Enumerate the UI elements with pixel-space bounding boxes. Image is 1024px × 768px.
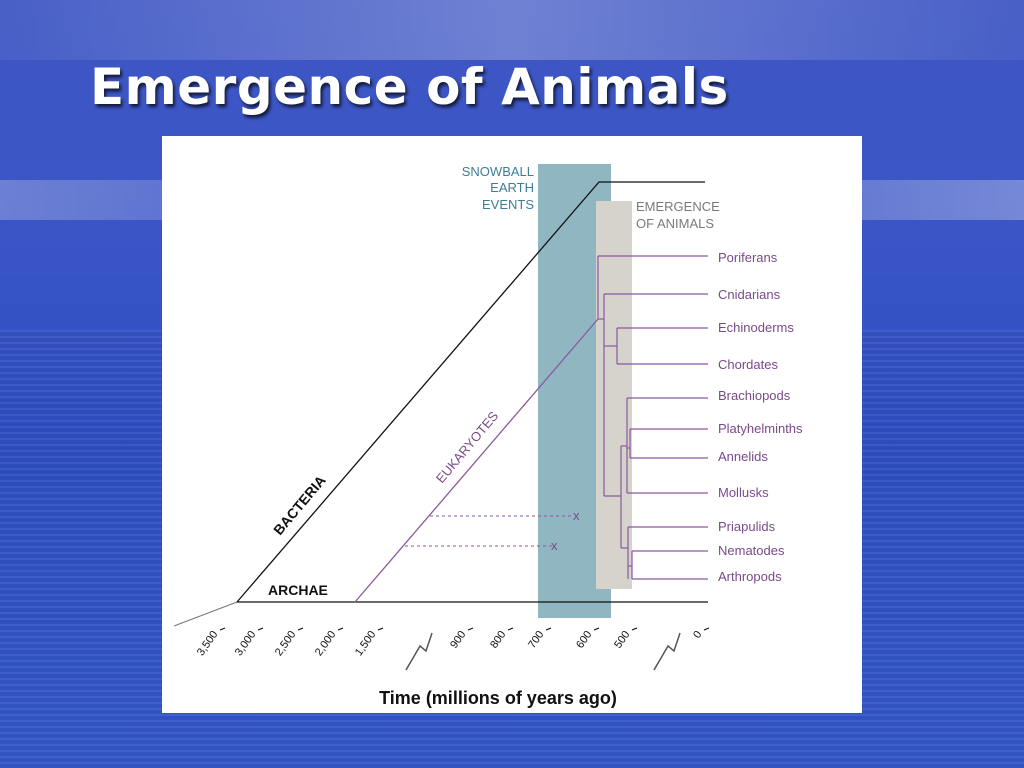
animal-label-cnidarians: Cnidarians [718,287,781,302]
emergence-band [596,201,632,589]
time-tick-label: 1,500 [353,629,379,658]
bacteria-line [236,181,705,603]
time-tick: 1,500 [353,627,384,658]
axis-break-icon [405,632,433,671]
extinct-marker: x [573,508,580,523]
time-tick-mark [297,627,304,631]
time-tick-mark [593,627,600,631]
evolution-diagram: SNOWBALL EARTH EVENTS EMERGENCE OF ANIMA… [162,136,862,713]
animal-label-annelids: Annelids [718,449,768,464]
animal-label-chordates: Chordates [718,357,778,372]
time-tick: 900 [448,627,474,651]
time-tick-label: 500 [612,629,632,651]
extinct-marker: x [551,538,558,553]
time-tick-mark [631,627,638,631]
time-tick-mark [545,627,552,631]
archae-label: ARCHAE [268,582,328,598]
time-tick: 700 [526,627,552,651]
snowball-label-line: EARTH [490,180,534,195]
animal-label-poriferans: Poriferans [718,250,778,265]
background-cloud-band [0,0,1024,60]
time-tick-label: 2,000 [313,629,339,658]
animal-label-nematodes: Nematodes [718,543,785,558]
animal-label-brachiopods: Brachiopods [718,388,791,403]
time-tick-label: 900 [448,629,468,651]
animal-label-echinoderms: Echinoderms [718,320,794,335]
emergence-label-line: EMERGENCE [636,199,720,214]
time-tick: 3,000 [233,627,264,658]
time-tick-mark [703,627,710,631]
time-tick: 0 [691,627,710,641]
time-tick-label: 600 [574,629,594,651]
emergence-label-line: OF ANIMALS [636,216,714,231]
time-tick: 2,000 [313,627,344,658]
time-tick: 500 [612,627,638,651]
animal-label-priapulids: Priapulids [718,519,776,534]
time-axis-title: Time (millions of years ago) [379,688,617,708]
time-tick-mark [467,627,474,631]
time-tick-label: 3,500 [195,629,221,658]
time-tick: 600 [574,627,600,651]
slide-title: Emergence of Animals [90,58,729,116]
time-tick-mark [507,627,514,631]
eukaryotes-label: EUKARYOTES [433,408,502,486]
time-tick: 800 [488,627,514,651]
time-axis-ticks: 3,500 3,000 2,500 2,000 1,500 900 800 700 600 500… [195,627,710,658]
snowball-label-line: SNOWBALL [462,164,534,179]
animal-label-arthropods: Arthropods [718,569,782,584]
animal-label-platyhelminths: Platyhelminths [718,421,803,436]
animal-phylogeny-tree [597,255,708,580]
time-tick: 2,500 [273,627,304,658]
time-tick-label: 700 [526,629,546,651]
time-tick-label: 2,500 [273,629,299,658]
time-tick-label: 3,000 [233,629,259,658]
time-tick-label: 800 [488,629,508,651]
time-tick-mark [337,627,344,631]
eukaryote-line [354,318,599,603]
time-tick-mark [257,627,264,631]
time-tick-label: 0 [691,629,704,641]
animal-label-mollusks: Mollusks [718,485,769,500]
snowball-label-line: EVENTS [482,197,534,212]
axis-break-icon [653,632,681,671]
evolution-diagram-svg: SNOWBALL EARTH EVENTS EMERGENCE OF ANIMA… [173,164,803,708]
time-tick-mark [219,627,226,631]
origin-stub [173,601,238,627]
time-tick-mark [377,627,384,631]
time-tick: 3,500 [195,627,226,658]
